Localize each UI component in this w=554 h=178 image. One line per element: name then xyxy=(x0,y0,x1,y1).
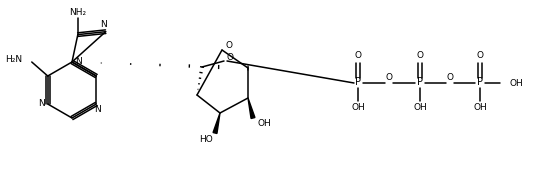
Text: O: O xyxy=(386,72,392,82)
Text: N: N xyxy=(76,57,83,67)
Text: P: P xyxy=(355,77,361,87)
Text: NH₂: NH₂ xyxy=(69,8,86,17)
Text: O: O xyxy=(476,51,484,61)
Text: P: P xyxy=(477,77,483,87)
Text: OH: OH xyxy=(413,103,427,111)
Text: OH: OH xyxy=(473,103,487,111)
Text: OH: OH xyxy=(351,103,365,111)
Text: O: O xyxy=(447,72,454,82)
Text: O: O xyxy=(227,54,233,62)
Text: HO: HO xyxy=(199,135,213,145)
Polygon shape xyxy=(248,98,255,119)
Text: OH: OH xyxy=(510,78,524,88)
Text: O: O xyxy=(417,51,423,61)
Text: N: N xyxy=(100,20,107,29)
Text: O: O xyxy=(355,51,362,61)
Text: N: N xyxy=(38,100,45,109)
Text: O: O xyxy=(225,41,233,49)
Polygon shape xyxy=(213,113,220,134)
Text: OH: OH xyxy=(257,119,271,129)
Text: N: N xyxy=(94,104,101,114)
Text: P: P xyxy=(417,77,423,87)
Text: H₂N: H₂N xyxy=(4,54,22,64)
